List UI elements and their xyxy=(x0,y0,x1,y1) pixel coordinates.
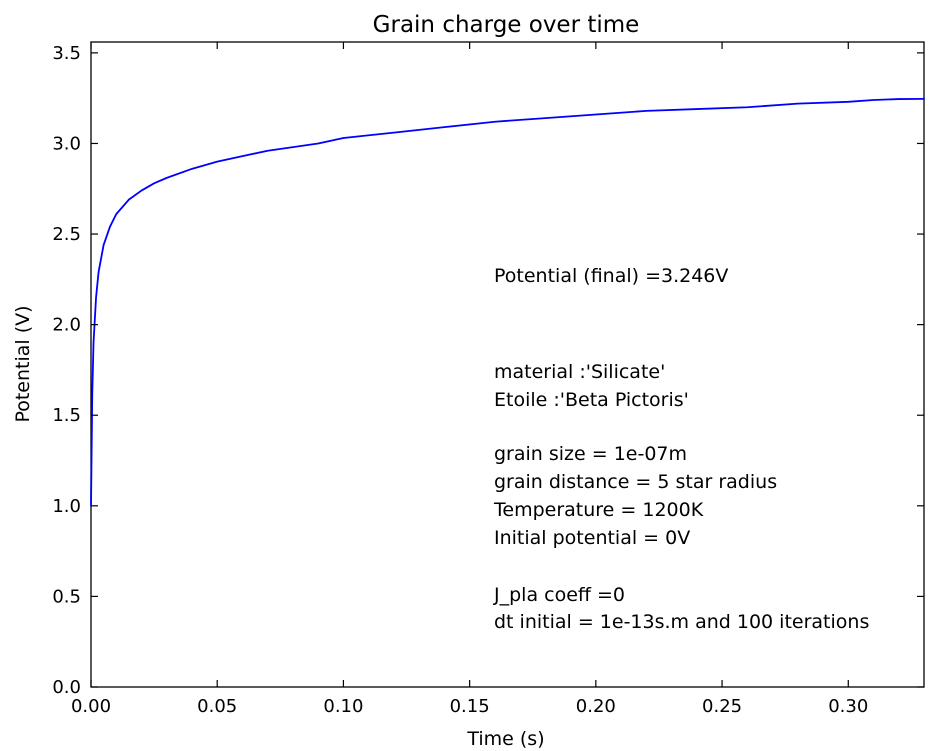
y-tick-label: 0.5 xyxy=(52,586,81,607)
ticks-group xyxy=(90,42,924,688)
x-tick-label: 0.10 xyxy=(323,696,363,717)
y-axis-title: Potential (V) xyxy=(12,305,34,422)
annotation-dt-initial: dt initial = 1e-13s.m and 100 iterations xyxy=(494,611,869,633)
x-tick-label: 0.05 xyxy=(197,696,237,717)
chart-title: Grain charge over time xyxy=(373,12,640,38)
annotation-final-potential: Potential (final) =3.246V xyxy=(494,265,728,287)
annotation-star: Etoile :'Beta Pictoris' xyxy=(494,389,689,411)
data-series-line-0 xyxy=(90,97,925,507)
annotation-initial-potential: Initial potential = 0V xyxy=(494,527,690,549)
annotation-grain-distance: grain distance = 5 star radius xyxy=(494,471,777,493)
x-axis-title: Time (s) xyxy=(466,728,544,750)
x-tick-label: 0.30 xyxy=(828,696,868,717)
tick-labels-group: 0.00 0.05 0.10 0.15 0.20 0.25 0.30 0.0 0.5 1.0 1.5… xyxy=(52,43,868,717)
y-tick-label: 2.5 xyxy=(52,224,81,245)
x-tick-label: 0.25 xyxy=(702,696,742,717)
annotation-temperature: Temperature = 1200K xyxy=(493,499,704,521)
x-tick-label: 0.20 xyxy=(576,696,616,717)
y-tick-label: 3.0 xyxy=(52,133,81,154)
x-tick-label: 0.00 xyxy=(71,696,111,717)
x-tick-label: 0.15 xyxy=(450,696,490,717)
y-tick-label: 0.0 xyxy=(52,677,81,698)
annotation-material: material :'Silicate' xyxy=(494,361,665,383)
y-tick-label: 1.5 xyxy=(52,405,81,426)
annotation-grain-size: grain size = 1e-07m xyxy=(494,443,687,465)
data-series-group xyxy=(90,97,925,507)
plot-frame xyxy=(90,41,925,688)
annotation-block: Potential (final) =3.246V material :'Sil… xyxy=(493,265,869,633)
plot-area xyxy=(90,41,925,688)
y-tick-label: 2.0 xyxy=(52,315,81,336)
y-tick-label: 3.5 xyxy=(52,43,81,64)
y-tick-label: 1.0 xyxy=(52,496,81,517)
annotation-jpla-coeff: J_pla coeff =0 xyxy=(493,584,625,606)
